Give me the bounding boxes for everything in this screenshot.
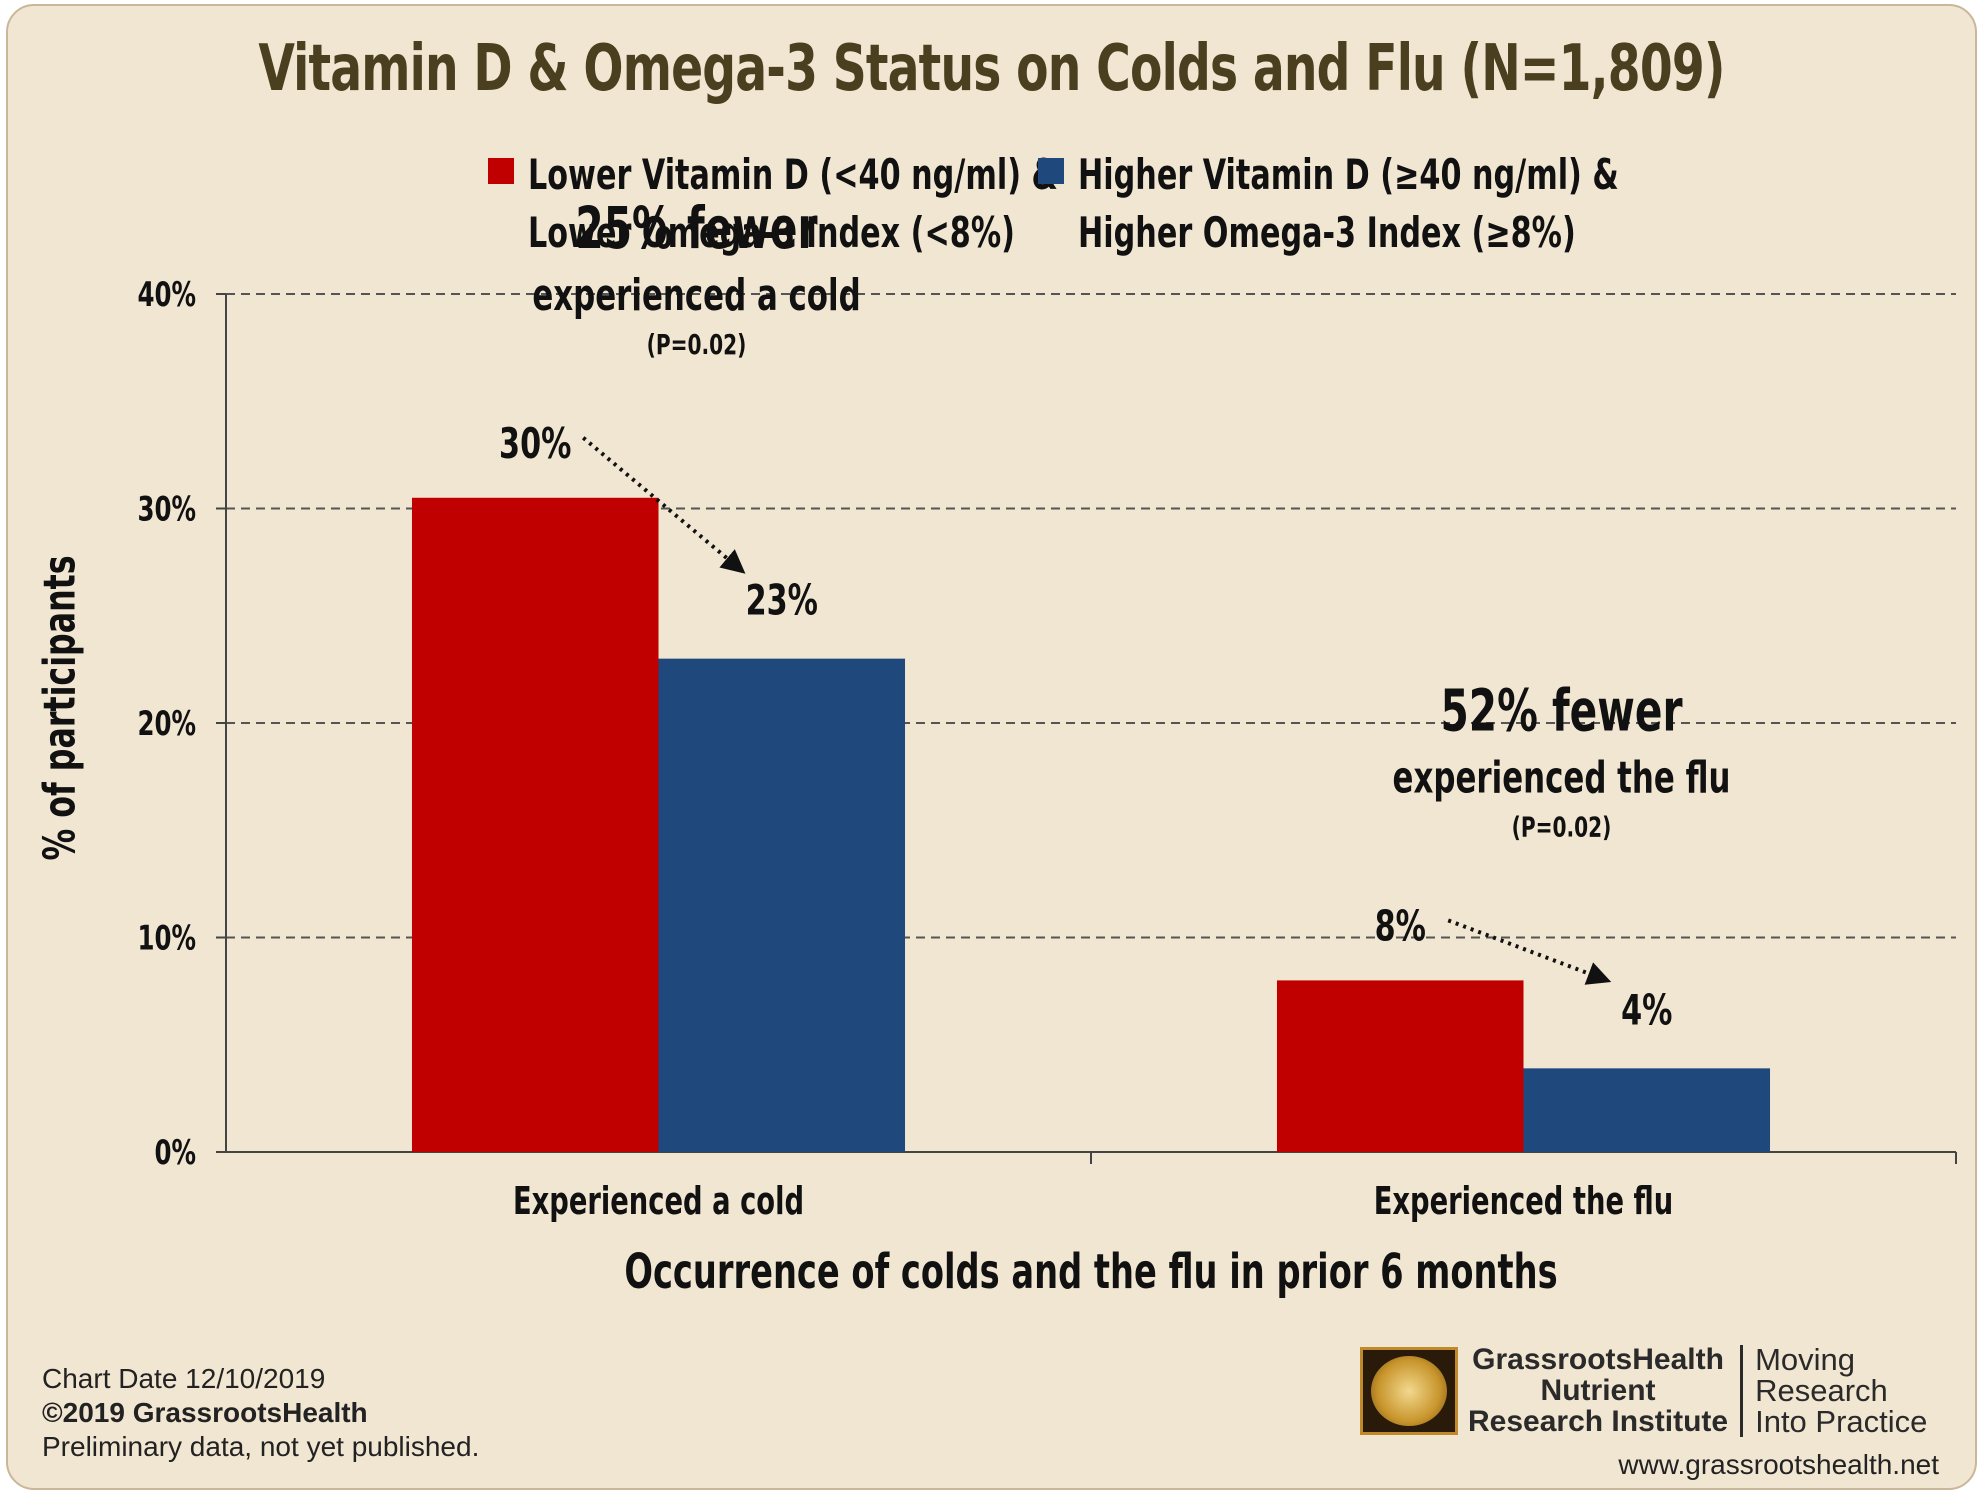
comparison-arrow <box>581 436 746 574</box>
data-label: 4% <box>1621 986 1672 1035</box>
org-name-line2: Nutrient <box>1540 1374 1656 1407</box>
logo-divider <box>1740 1344 1744 1437</box>
annotation-detail: experienced a cold <box>532 270 860 321</box>
preliminary-note: Preliminary data, not yet published. <box>42 1431 480 1462</box>
chart-title: Vitamin D & Omega-3 Status on Colds and … <box>258 32 1725 106</box>
data-label: 8% <box>1375 902 1426 951</box>
org-tagline: Moving Research Into Practice <box>1755 1344 1927 1437</box>
annotation-pvalue: (P=0.02) <box>1512 810 1612 843</box>
org-name-line3: Research Institute <box>1468 1405 1729 1438</box>
legend-item-lower: Lower Vitamin D (<40 ng/ml) & Lower Omeg… <box>488 146 1190 262</box>
bar <box>658 658 906 1152</box>
chart-plot: 0% 10% 20% 30% 40% Experienced a cold Experien… <box>137 195 1957 1301</box>
data-label: 23% <box>746 576 818 625</box>
bar <box>1276 980 1524 1152</box>
copyright: ©2019 GrassrootsHealth <box>42 1397 368 1428</box>
org-logo-block: GrassrootsHealth Nutrient Research Insti… <box>1360 1344 1927 1437</box>
vitruvian-logo-icon <box>1360 1346 1458 1435</box>
chart-frame: Vitamin D & Omega-3 Status on Colds and … <box>6 4 1977 1490</box>
legend-swatch-higher <box>1038 158 1064 184</box>
tagline-line1: Moving <box>1755 1342 1856 1377</box>
y-tick-label: 30% <box>137 490 196 530</box>
data-label: 30% <box>499 419 571 468</box>
y-tick-label: 40% <box>137 275 196 315</box>
comparison-arrow <box>1447 918 1612 985</box>
annotation-headline: 52% fewer <box>1440 678 1682 745</box>
y-tick-label: 0% <box>154 1133 196 1173</box>
org-name: GrassrootsHealth Nutrient Research Insti… <box>1468 1344 1728 1437</box>
x-axis-title: Occurrence of colds and the flu in prior… <box>624 1245 1557 1301</box>
legend-item-higher: Higher Vitamin D (≥40 ng/ml) & Higher Om… <box>1038 146 1754 262</box>
bar <box>411 497 659 1152</box>
chart-date: Chart Date 12/10/2019 <box>42 1363 326 1394</box>
tagline-line2: Research <box>1755 1373 1888 1408</box>
website-link[interactable]: www.grassrootshealth.net <box>1618 1449 1939 1480</box>
annotation-detail: experienced the flu <box>1393 752 1731 803</box>
x-tick-label: Experienced the flu <box>1374 1180 1674 1224</box>
tagline-line3: Into Practice <box>1755 1404 1928 1439</box>
annotation-pvalue: (P=0.02) <box>647 327 747 360</box>
legend-swatch-lower <box>488 158 514 184</box>
legend-label-lower: Lower Vitamin D (<40 ng/ml) & Lower Omeg… <box>528 150 1058 257</box>
footer-notes: Chart Date 12/10/2019 ©2019 GrassrootsHe… <box>42 1362 479 1464</box>
annotation-headline: 25% fewer <box>575 195 817 262</box>
x-tick-label: Experienced a cold <box>513 1180 804 1224</box>
y-tick-label: 10% <box>137 919 196 959</box>
org-name-line1: GrassrootsHealth <box>1472 1343 1724 1376</box>
legend-label-higher: Higher Vitamin D (≥40 ng/ml) & Higher Om… <box>1078 150 1619 257</box>
y-tick-label: 20% <box>137 704 196 744</box>
bar <box>1523 1068 1771 1152</box>
